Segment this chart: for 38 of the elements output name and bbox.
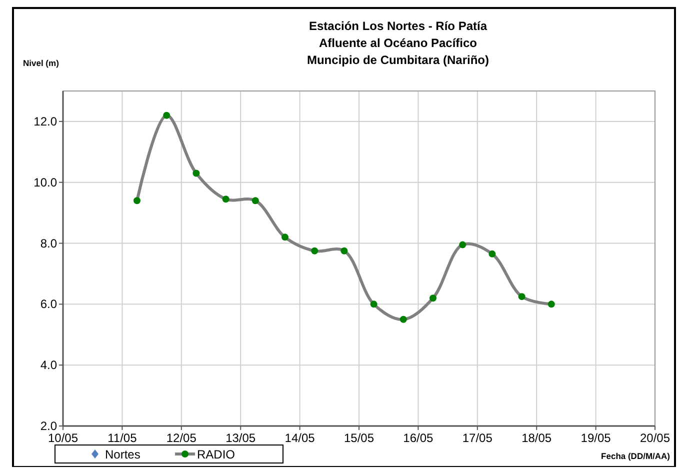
- x-tick-label: 20/05: [640, 431, 670, 445]
- y-tick-label: 6.0: [40, 297, 58, 312]
- x-tick-label: 17/05: [462, 431, 493, 445]
- x-tick-label: 18/05: [522, 431, 552, 445]
- x-axis-title: Fecha (DD/M/AA): [601, 451, 670, 461]
- point: [252, 197, 259, 204]
- y-tick-label: 10.0: [34, 175, 58, 190]
- chart-title: Estación Los Nortes - Río Patía: [308, 19, 488, 33]
- point: [430, 294, 436, 302]
- point: [548, 300, 555, 308]
- point: [488, 250, 496, 258]
- legend-label: RADIO: [197, 448, 236, 462]
- point: [400, 316, 407, 323]
- point: [134, 197, 140, 204]
- x-tick-label: 11/05: [108, 431, 138, 445]
- x-tick-label: 12/05: [166, 431, 197, 445]
- y-tick-label: 4.0: [40, 358, 58, 372]
- point: [192, 170, 200, 177]
- y-tick-label: 8.0: [40, 236, 58, 250]
- x-tick-label: 13/05: [226, 431, 256, 445]
- x-tick-label: 10/05: [48, 431, 78, 445]
- point: [340, 247, 348, 254]
- x-tick-label: 16/05: [403, 431, 434, 445]
- point: [518, 293, 526, 300]
- point: [163, 112, 170, 119]
- point: [370, 300, 378, 308]
- legend-label: Nortes: [105, 448, 140, 462]
- y-tick-label: 2.0: [40, 419, 58, 433]
- x-tick-label: 19/05: [580, 431, 612, 445]
- y-tick-label: 12.0: [34, 114, 58, 128]
- x-tick-label: 15/05: [344, 431, 374, 445]
- y-axis-title: Nivel (m): [23, 58, 60, 68]
- point: [282, 234, 288, 241]
- point: [311, 247, 318, 254]
- chart-subtitle: Afluente al Océano Pacífico Muncipio de Cumbitara (Nariño): [306, 36, 490, 67]
- x-tick-label: 14/05: [284, 431, 316, 445]
- point: [222, 196, 230, 203]
- point: [459, 241, 466, 248]
